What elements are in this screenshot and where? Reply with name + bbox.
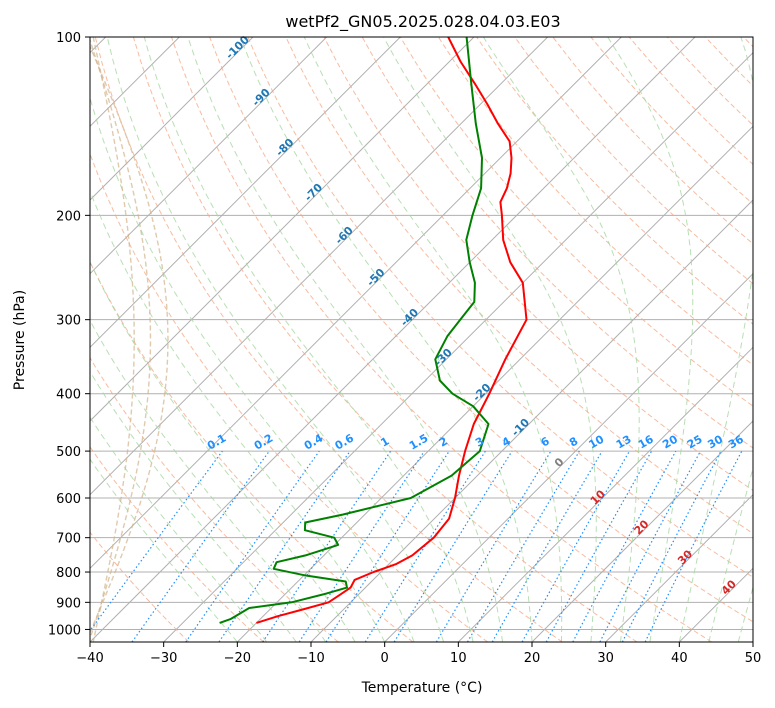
y-tick-label: 300 bbox=[56, 314, 81, 329]
dry-adiabat-line bbox=[514, 37, 753, 285]
moist-adiabat-line bbox=[106, 37, 445, 642]
y-tick-label: 200 bbox=[56, 209, 81, 224]
x-tick-label: −40 bbox=[76, 651, 103, 666]
x-tick-label: −30 bbox=[150, 651, 177, 666]
isotherm-line bbox=[90, 37, 254, 201]
mixing-ratio-line bbox=[545, 450, 653, 642]
chart-title: wetPf2_GN05.2025.028.04.03.E03 bbox=[285, 12, 560, 32]
isohume-line bbox=[92, 37, 135, 642]
isotherm-line bbox=[384, 272, 753, 642]
isotherm-line bbox=[90, 37, 622, 570]
temperature-profile-line bbox=[256, 37, 528, 624]
moist-adiabat-line bbox=[90, 416, 268, 642]
isohume-line bbox=[90, 37, 152, 642]
moist-adiabat-line bbox=[383, 37, 597, 642]
dry-adiabat-line bbox=[437, 37, 753, 366]
isohume-line bbox=[90, 44, 169, 635]
y-tick-label: 800 bbox=[56, 566, 81, 581]
profile-lines bbox=[219, 37, 528, 624]
moist-adiabat-line bbox=[303, 37, 563, 642]
dry-adiabat-line bbox=[285, 37, 753, 535]
moist-adiabat-line bbox=[678, 37, 753, 642]
mixing-ratio-line bbox=[185, 450, 320, 642]
isotherm-line bbox=[90, 37, 401, 349]
dry-adiabat-line bbox=[399, 37, 753, 407]
dry-adiabat-line bbox=[90, 356, 339, 642]
isotherm-line bbox=[90, 37, 328, 275]
x-tick-label: 10 bbox=[450, 651, 467, 666]
y-tick-label: 900 bbox=[56, 596, 81, 611]
y-tick-label: 500 bbox=[56, 445, 81, 460]
moist-adiabat-line bbox=[737, 585, 753, 642]
y-tick-label: 1000 bbox=[48, 623, 81, 638]
plot-frame bbox=[89, 36, 754, 643]
dry-adiabat-line bbox=[247, 37, 753, 578]
moist-adiabat-line bbox=[90, 319, 327, 642]
isotherm-line bbox=[90, 37, 696, 642]
dry-adiabat-line bbox=[209, 37, 753, 623]
x-tick-label: 40 bbox=[671, 651, 688, 666]
moist-adiabat-line bbox=[90, 260, 356, 642]
dry-adiabat-line bbox=[132, 37, 638, 642]
dry-adiabat-line bbox=[171, 37, 712, 642]
x-tick-label: 20 bbox=[524, 651, 541, 666]
y-tick-label: 400 bbox=[56, 388, 81, 403]
y-tick-label: 700 bbox=[56, 532, 81, 547]
mixing-ratio-line bbox=[572, 450, 677, 642]
background-lines bbox=[90, 37, 753, 642]
mixing-ratio-line bbox=[218, 450, 351, 642]
isotherm-line bbox=[605, 493, 753, 642]
x-tick-label: 0 bbox=[381, 651, 389, 666]
dry-adiabat-line bbox=[90, 446, 264, 642]
mixing-ratio-line bbox=[325, 450, 450, 642]
moist-adiabat-line bbox=[90, 96, 415, 642]
mixing-ratio-line bbox=[298, 450, 425, 642]
dry-adiabat-line bbox=[90, 531, 190, 642]
axes: −40 −30 −20 −10 0 10 20 30 40 50 100 200 300 400 500 60… bbox=[48, 31, 761, 666]
isotherm-line bbox=[531, 420, 753, 642]
mixing-ratio-line bbox=[131, 450, 270, 642]
isotherm-line bbox=[163, 51, 753, 642]
y-tick-label: 600 bbox=[56, 492, 81, 507]
moist-adiabat-line bbox=[90, 189, 386, 642]
mixing-ratio-line bbox=[393, 450, 513, 642]
dewpoint-profile-line bbox=[219, 37, 490, 624]
isotherm-line bbox=[90, 37, 549, 496]
mixing-ratio-line bbox=[521, 450, 631, 642]
moist-adiabat-line bbox=[143, 37, 474, 642]
isotherm-line bbox=[90, 37, 475, 422]
x-tick-label: 50 bbox=[745, 651, 762, 666]
mixing-ratio-line bbox=[90, 450, 223, 632]
moist-adiabat-line bbox=[90, 370, 297, 642]
isotherm-line bbox=[236, 125, 753, 642]
moist-adiabat-line bbox=[90, 458, 238, 642]
x-axis-label: Temperature (°C) bbox=[361, 680, 483, 696]
dry-adiabat-line bbox=[94, 37, 563, 642]
moist-adiabat-line bbox=[239, 37, 533, 642]
dry-adiabat-line bbox=[323, 37, 753, 491]
x-tick-label: 30 bbox=[597, 651, 614, 666]
x-tick-label: −10 bbox=[297, 651, 324, 666]
moist-adiabat-line bbox=[708, 466, 753, 642]
moist-adiabat-line bbox=[482, 37, 640, 642]
x-tick-label: −20 bbox=[224, 651, 251, 666]
y-axis-label: Pressure (hPa) bbox=[12, 290, 28, 390]
dry-adiabat-line bbox=[361, 37, 753, 449]
dry-adiabat-line bbox=[90, 152, 488, 642]
moist-adiabat-line bbox=[607, 37, 694, 642]
mixing-ratio-line bbox=[262, 450, 392, 642]
y-tick-label: 100 bbox=[56, 31, 81, 46]
mixing-ratio-line bbox=[644, 450, 743, 642]
